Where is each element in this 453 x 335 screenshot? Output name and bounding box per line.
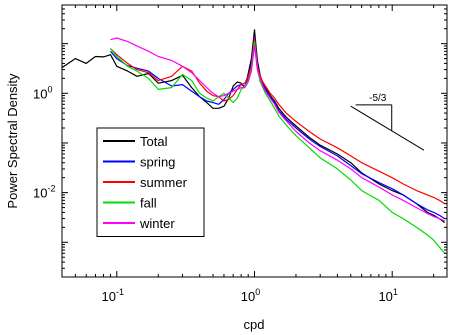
slope-annotation: -5/3	[350, 93, 425, 151]
legend: Total spring summer fall winter	[96, 127, 205, 237]
legend-label-spring: spring	[140, 155, 175, 170]
legend-label-winter: winter	[139, 216, 175, 231]
series-line-total	[62, 29, 445, 223]
series-layer	[62, 29, 446, 254]
legend-label-fall: fall	[140, 196, 157, 211]
axis-ticks: 10-1 100 101 10-2 100	[33, 4, 447, 304]
legend-label-total: Total	[140, 134, 168, 149]
x-tick-label: 100	[241, 287, 260, 304]
y-axis-label: Power Spectral Density	[5, 73, 20, 209]
y-tick-label: 10-2	[33, 184, 55, 201]
series-line-winter	[110, 37, 445, 222]
slope-label: -5/3	[369, 93, 387, 104]
x-axis-label: cpd	[244, 317, 265, 332]
x-tick-label: 101	[378, 287, 397, 304]
legend-label-summer: summer	[140, 175, 188, 190]
x-tick-label: 10-1	[102, 287, 124, 304]
slope-line	[350, 105, 425, 151]
y-tick-label: 100	[33, 84, 52, 101]
